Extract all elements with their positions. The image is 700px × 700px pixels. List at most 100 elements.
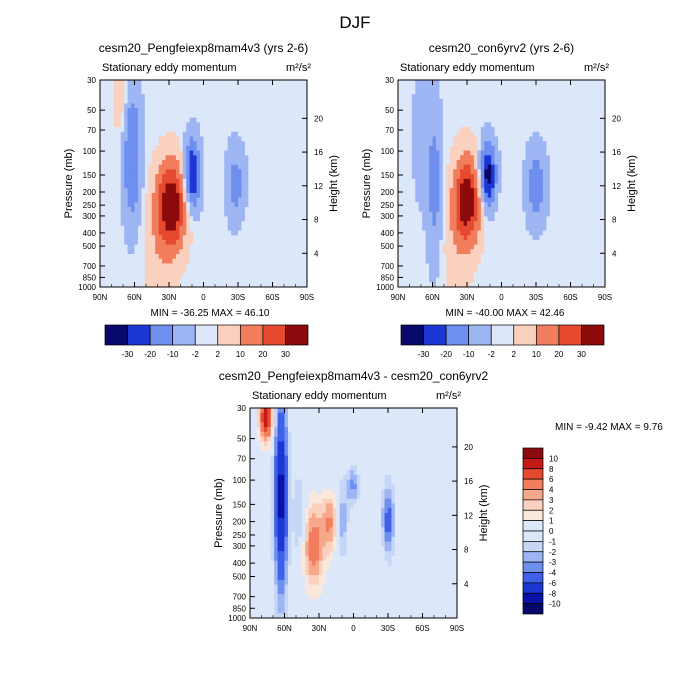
field-cell: [244, 244, 249, 250]
field-cell: [251, 183, 256, 189]
field-cell: [289, 178, 294, 184]
field-cell: [213, 94, 218, 100]
colorbar-label: -20: [144, 350, 156, 359]
field-cell: [175, 263, 180, 269]
field-cell: [258, 277, 263, 283]
field-cell: [542, 244, 547, 250]
field-cell: [487, 127, 492, 133]
field-cell: [106, 112, 111, 119]
field-cell: [155, 169, 160, 175]
field-cell: [480, 197, 485, 203]
field-cell: [484, 216, 489, 222]
field-cell: [117, 207, 122, 213]
field-cell: [220, 145, 225, 151]
field-cell: [598, 235, 602, 241]
field-cell: [117, 178, 122, 184]
field-cell: [300, 131, 304, 137]
field-cell: [182, 277, 187, 283]
field-cell: [151, 230, 156, 236]
field-cell: [103, 192, 108, 199]
field-cell: [404, 192, 409, 199]
field-cell: [570, 225, 575, 231]
field-cell: [282, 155, 287, 161]
field-cell: [244, 159, 249, 166]
field-cell: [570, 244, 575, 250]
field-cell: [203, 272, 208, 278]
field-cell: [439, 136, 444, 142]
field-cell: [601, 178, 606, 184]
field-cell: [206, 221, 211, 227]
field-cell: [220, 258, 225, 264]
field-cell: [144, 239, 149, 246]
field-cell: [518, 221, 523, 227]
field-cell: [511, 169, 516, 175]
field-cell: [213, 188, 218, 194]
field-cell: [425, 136, 430, 142]
field-cell: [289, 117, 294, 123]
field-cell: [144, 169, 149, 175]
field-cell: [556, 216, 561, 222]
field-cell: [470, 249, 475, 255]
field-cell: [504, 239, 509, 246]
field-cell: [103, 94, 108, 100]
field-cell: [179, 141, 184, 147]
field-cell: [522, 174, 527, 180]
field-cell: [103, 164, 108, 170]
field-cell: [269, 131, 273, 137]
field-cell: [556, 136, 561, 142]
field-cell: [282, 127, 287, 133]
field-cell: [511, 235, 516, 241]
field-cell: [265, 282, 270, 288]
field-cell: [435, 249, 440, 255]
field-cell: [141, 141, 146, 147]
field-cell: [227, 80, 232, 86]
field-cell: [262, 103, 266, 109]
field-cell: [131, 254, 135, 260]
field-cell: [172, 282, 177, 288]
field-cell: [442, 80, 447, 86]
field-cell: [269, 84, 273, 90]
field-cell: [286, 202, 291, 208]
field-cell: [248, 197, 253, 203]
field-cell: [217, 188, 222, 194]
field-cell: [258, 178, 263, 184]
field-cell: [131, 235, 135, 241]
field-cell: [117, 98, 122, 104]
field-cell: [508, 239, 513, 246]
field-cell: [539, 164, 544, 170]
field-cell: [601, 239, 606, 246]
field-cell: [300, 211, 304, 217]
field-cell: [446, 178, 451, 184]
field-cell: [169, 211, 173, 217]
field-cell: [570, 159, 575, 166]
field-cell: [141, 108, 146, 114]
field-cell: [234, 239, 239, 246]
field-cell: [463, 254, 468, 260]
field-cell: [456, 202, 461, 208]
field-cell: [224, 183, 229, 189]
field-cell: [532, 112, 537, 119]
field-cell: [422, 112, 426, 119]
field-cell: [293, 150, 298, 156]
field-cell: [577, 169, 582, 175]
field-cell: [244, 94, 249, 100]
field-cell: [120, 192, 125, 199]
field-cell: [279, 174, 284, 180]
field-cell: [601, 84, 606, 90]
field-cell: [473, 122, 478, 128]
field-cell: [549, 80, 554, 86]
field-cell: [210, 98, 215, 104]
field-cell: [275, 159, 280, 166]
field-cell: [542, 239, 547, 246]
field-cell: [210, 263, 215, 269]
field-cell: [289, 183, 294, 189]
field-cell: [501, 211, 506, 217]
field-cell: [224, 98, 229, 104]
field-cell: [106, 216, 111, 222]
field-cell: [300, 108, 304, 114]
field-cell: [467, 127, 471, 133]
field-cell: [127, 141, 132, 147]
field-cell: [473, 192, 478, 199]
field-cell: [262, 277, 266, 283]
field-cell: [300, 145, 304, 151]
